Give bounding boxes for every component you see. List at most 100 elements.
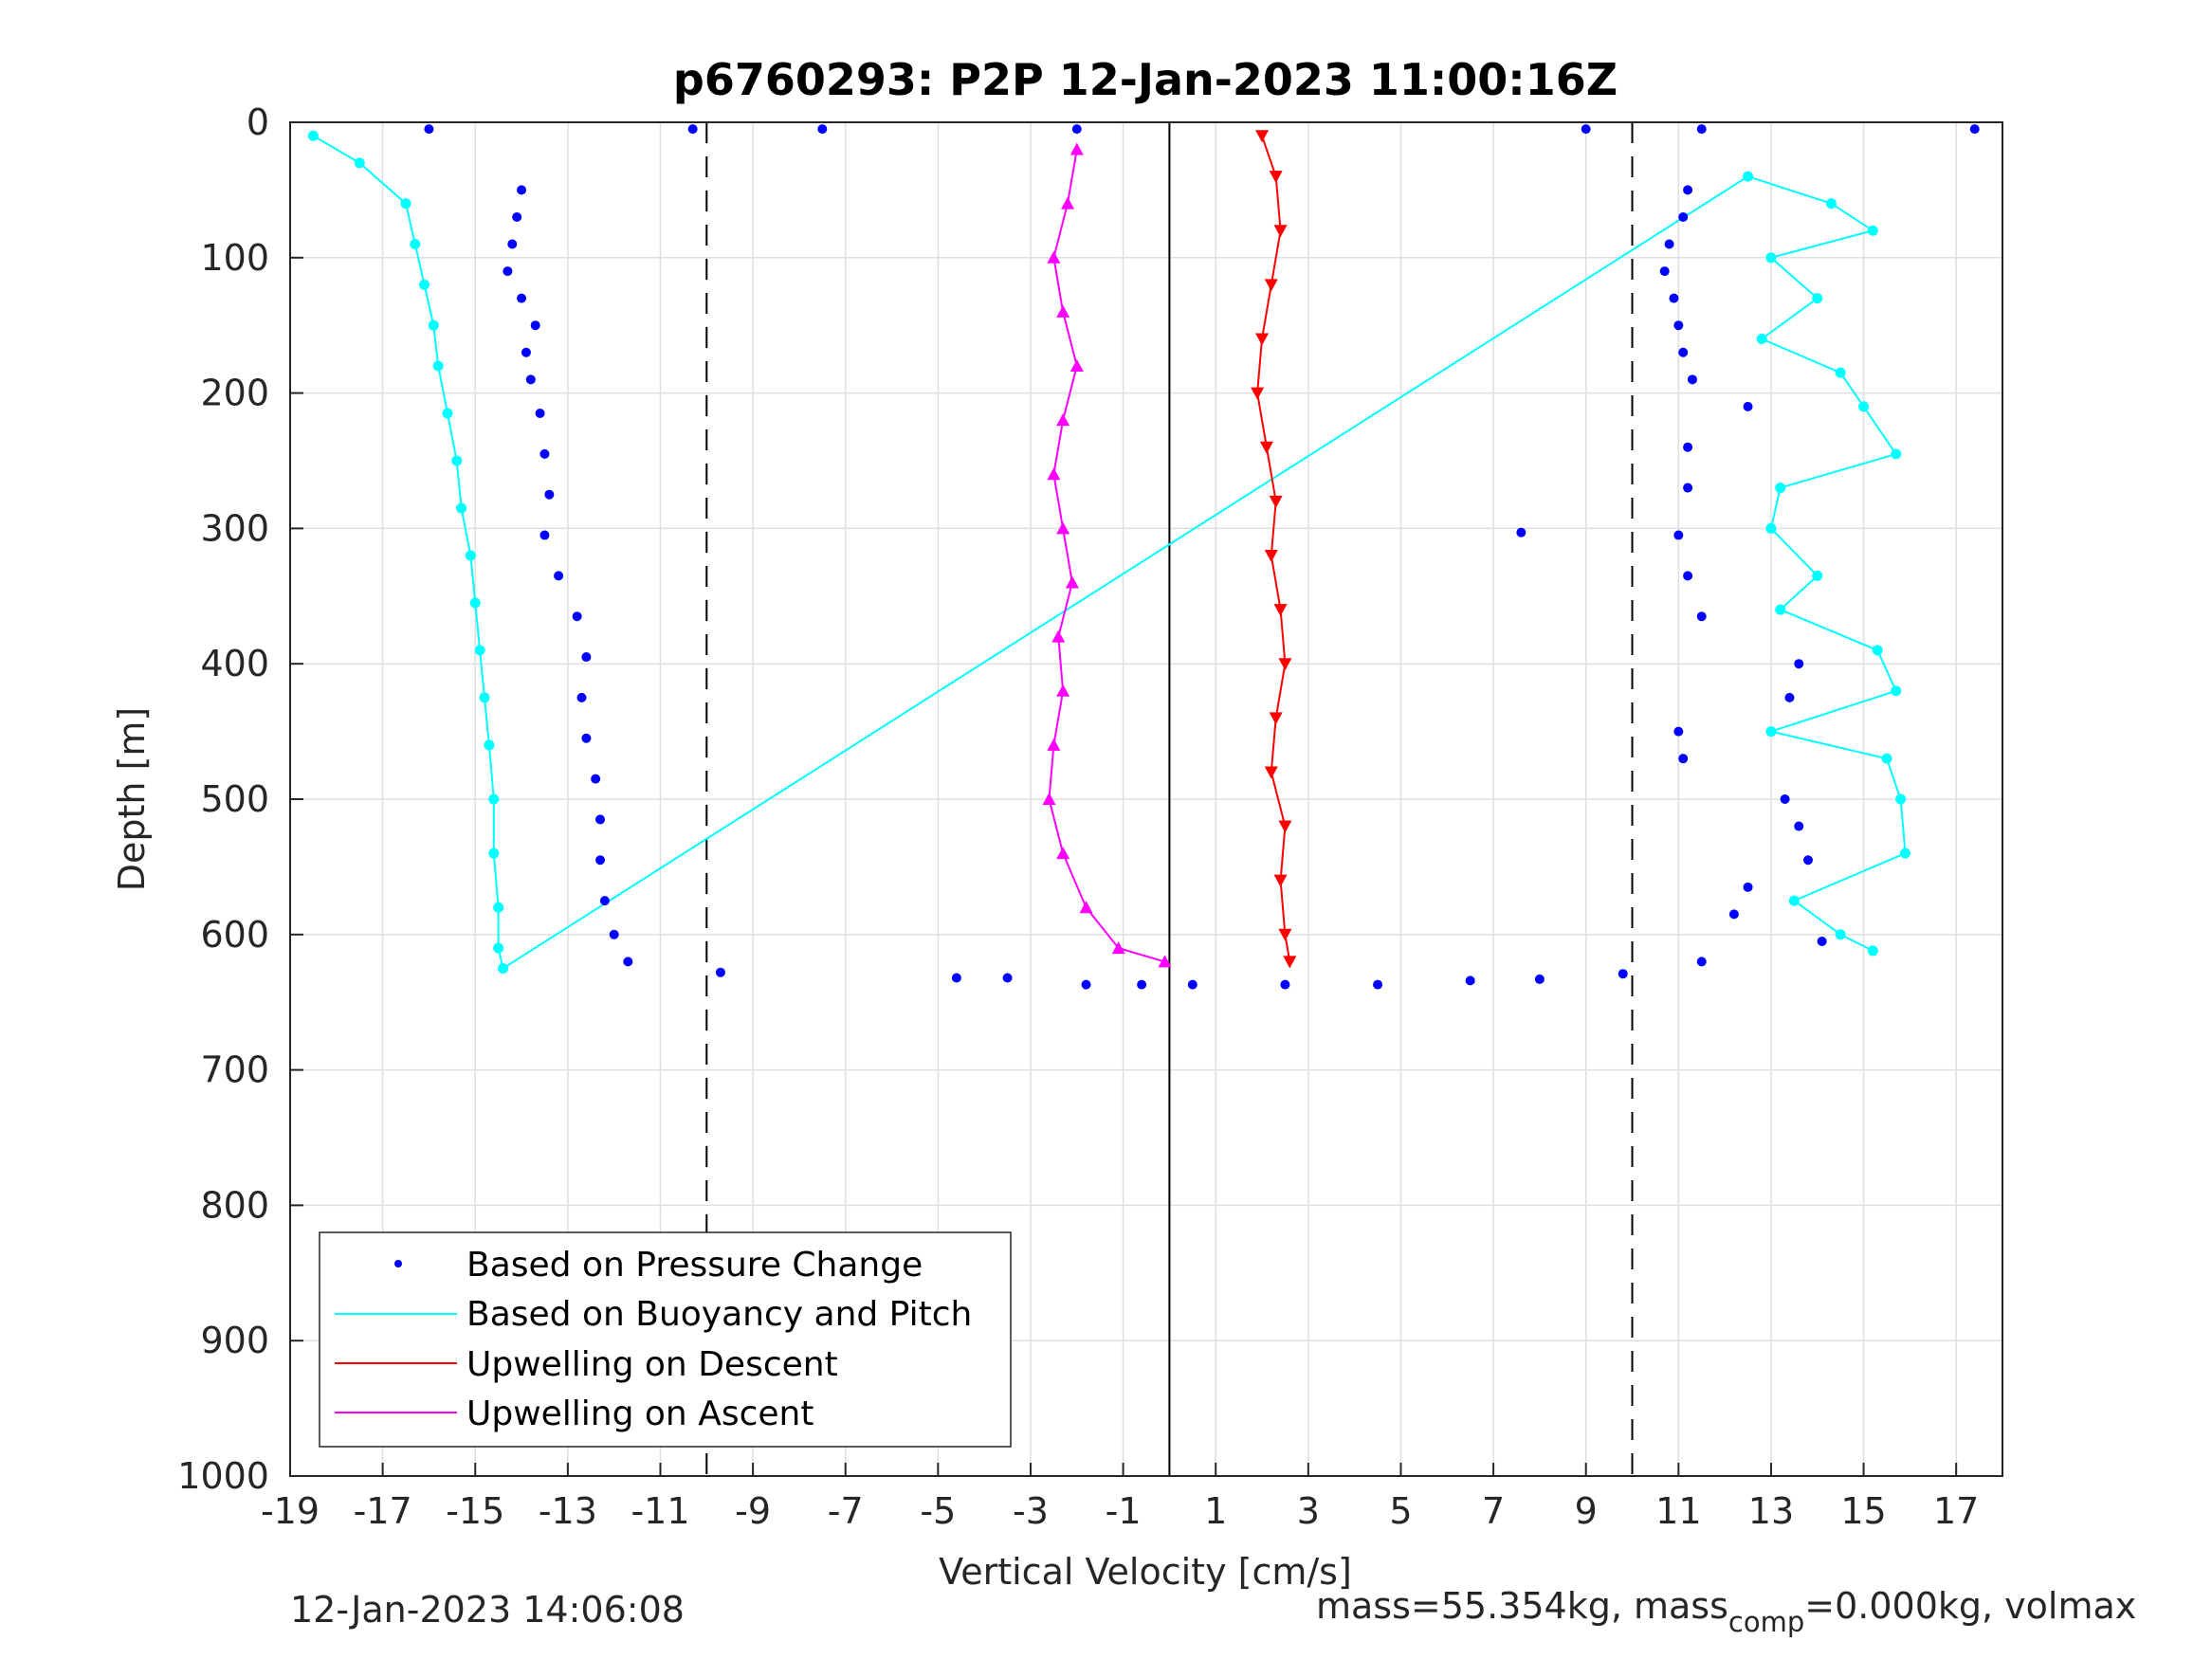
pressure-point (1678, 754, 1689, 764)
buoyancy-point (498, 963, 509, 974)
pressure-point (715, 967, 725, 977)
pressure-point (1071, 124, 1082, 135)
descent-line (1256, 135, 1291, 962)
buoyancy-point (1756, 333, 1767, 344)
buoyancy-point (432, 360, 444, 372)
x-tick-label: -13 (539, 1490, 597, 1532)
buoyancy-point (1858, 401, 1870, 412)
pressure-point (1683, 483, 1693, 493)
buoyancy-point (1895, 793, 1907, 805)
x-tick-label: 9 (1575, 1490, 1598, 1532)
pressure-point (424, 124, 434, 135)
y-axis-ticks: 0 100 200 300 400 500 600 700 800 900 1000 (177, 101, 303, 1497)
ascent-point (1079, 901, 1093, 914)
buoyancy-point (1765, 726, 1777, 738)
pressure-point (1516, 527, 1526, 538)
descent-point (1273, 874, 1288, 887)
buoyancy-point (428, 319, 439, 331)
y-tick-label: 200 (200, 373, 269, 414)
pressure-point (687, 124, 698, 135)
pressure-point (1696, 611, 1707, 622)
buoyancy-point (1775, 604, 1786, 615)
pressure-point (1683, 442, 1693, 452)
pressure-point (951, 973, 961, 983)
pressure-point (1618, 969, 1628, 979)
footer-mass-prefix: mass=55.354kg, mass (1316, 1585, 1728, 1627)
data-points (307, 124, 1980, 990)
x-tick-label: 3 (1297, 1490, 1320, 1532)
legend-item-buoyancy: Based on Buoyancy and Pitch (335, 1295, 972, 1334)
x-tick-label: 15 (1840, 1490, 1886, 1532)
y-tick-label: 600 (200, 914, 269, 956)
pressure-point (581, 652, 592, 663)
pressure-point (609, 929, 619, 939)
x-tick-label: 5 (1389, 1490, 1412, 1532)
descent-point (1264, 549, 1278, 562)
pressure-point (1581, 124, 1591, 135)
x-tick-label: 17 (1933, 1490, 1979, 1532)
x-tick-label: -15 (446, 1490, 504, 1532)
descent-point (1273, 225, 1288, 238)
buoyancy-point (1788, 895, 1800, 906)
buoyancy-point (493, 942, 504, 954)
buoyancy-point (456, 502, 467, 514)
footer-timestamp: 12-Jan-2023 14:06:08 (290, 1589, 685, 1631)
ascent-point (1061, 196, 1075, 210)
pressure-point (1465, 975, 1475, 986)
descent-point (1259, 441, 1273, 454)
pressure-point (1673, 726, 1684, 737)
pressure-point (1743, 401, 1753, 411)
buoyancy-point (469, 597, 481, 609)
pressure-point (539, 530, 550, 540)
pressure-point (544, 489, 555, 500)
ascent-point (1069, 359, 1084, 373)
pressure-point (576, 692, 587, 702)
pressure-point (1794, 659, 1804, 669)
x-tick-label: 11 (1655, 1490, 1701, 1532)
x-tick-label: -19 (261, 1490, 320, 1532)
ascent-point (1047, 738, 1061, 751)
chart-title: p6760293: P2P 12-Jan-2023 11:00:16Z (673, 54, 1618, 105)
pressure-point (521, 347, 531, 357)
pressure-point (1794, 821, 1804, 831)
pressure-point (1081, 979, 1091, 990)
pressure-point (525, 374, 536, 385)
pressure-point (503, 266, 513, 277)
descent-point (1269, 495, 1283, 508)
pressure-point (1780, 794, 1790, 804)
descent-point (1255, 333, 1270, 346)
x-tick-label: -9 (735, 1490, 771, 1532)
pressure-point (595, 855, 606, 866)
buoyancy-point (1775, 483, 1786, 494)
pressure-point (1664, 239, 1674, 249)
pressure-point (1373, 979, 1383, 990)
pressure-point (1187, 979, 1197, 990)
y-tick-label: 700 (200, 1049, 269, 1091)
buoyancy-point (354, 157, 365, 169)
pressure-point (512, 211, 522, 222)
footer-mass-suffix: =0.000kg, volmax (1804, 1585, 2137, 1627)
ascent-point (1047, 467, 1061, 481)
buoyancy-point (1872, 645, 1883, 656)
buoyancy-point (1835, 367, 1846, 378)
pressure-point (1802, 855, 1813, 866)
pressure-point (1683, 185, 1693, 195)
buoyancy-point (1825, 198, 1837, 210)
pressure-point (1280, 979, 1290, 990)
ascent-point (1056, 521, 1070, 535)
descent-point (1278, 820, 1292, 833)
pressure-point (1683, 571, 1693, 581)
x-tick-label: -1 (1106, 1490, 1142, 1532)
ascent-point (1111, 941, 1125, 955)
y-tick-label: 400 (200, 643, 269, 684)
x-axis-ticks: -19 -17 -15 -13 -11 -9 -7 -5 -3 -1 1 3 5 7 9 11 13 15 17 (261, 1463, 1979, 1532)
buoyancy-point (1867, 225, 1878, 236)
pressure-point (591, 774, 601, 784)
ascent-point (1056, 684, 1070, 697)
buoyancy-point (1765, 252, 1777, 264)
descent-point (1278, 928, 1292, 941)
y-axis-label: Depth [m] (111, 707, 153, 892)
descent-point (1283, 956, 1297, 969)
x-tick-label: 7 (1482, 1490, 1505, 1532)
buoyancy-point (479, 692, 490, 703)
